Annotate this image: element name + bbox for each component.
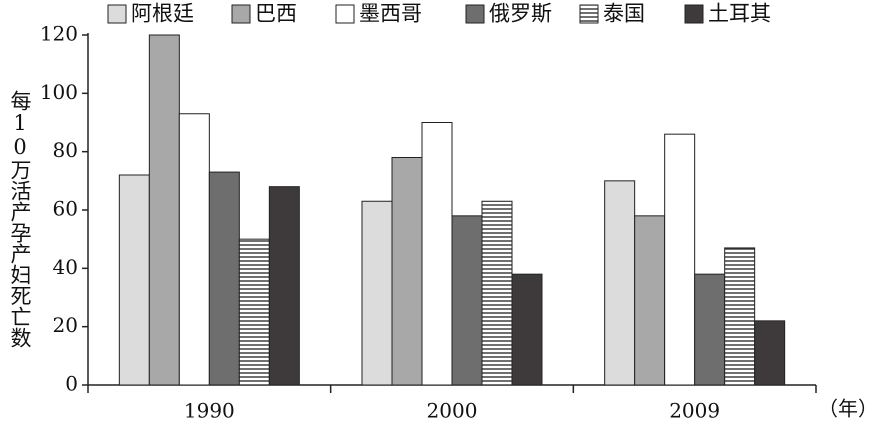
bar <box>481 200 513 386</box>
legend-swatch <box>335 4 355 24</box>
x-tick-label: 1990 <box>184 399 235 423</box>
bar <box>361 200 393 386</box>
bar <box>604 180 636 386</box>
legend-label: 墨西哥 <box>359 2 422 26</box>
legend-label: 俄罗斯 <box>489 2 552 26</box>
bar <box>664 133 696 386</box>
bar <box>178 113 210 386</box>
legend-label: 土耳其 <box>708 2 771 26</box>
bar <box>148 34 180 386</box>
y-tick-label: 80 <box>53 138 78 162</box>
y-tick-label: 60 <box>53 197 78 221</box>
bar <box>421 122 453 386</box>
bar <box>694 273 726 386</box>
bar <box>634 215 666 386</box>
legend-swatch <box>107 4 127 24</box>
bar <box>451 215 483 386</box>
bar <box>118 174 150 386</box>
x-tick-label: 2009 <box>669 399 720 423</box>
x-axis-title: （年） <box>818 397 871 421</box>
legend-swatch <box>684 4 704 24</box>
x-tick-label: 2000 <box>427 399 478 423</box>
bar <box>208 171 240 386</box>
y-tick-label: 40 <box>53 255 78 279</box>
bar <box>238 238 270 386</box>
bar <box>754 320 786 386</box>
legend-swatch <box>231 4 251 24</box>
y-axis-title: 每10万活产孕产妇死亡数 <box>8 90 32 348</box>
bar <box>724 247 756 386</box>
y-tick-label: 120 <box>40 22 78 46</box>
legend-label: 巴西 <box>255 2 297 26</box>
legend-swatch <box>579 4 599 24</box>
y-tick-label: 20 <box>53 313 78 337</box>
bar <box>268 186 300 386</box>
y-tick-label: 100 <box>40 80 78 104</box>
bar <box>391 157 423 386</box>
legend-label: 阿根廷 <box>131 2 194 26</box>
legend-swatch <box>465 4 485 24</box>
bar <box>511 273 543 386</box>
legend-label: 泰国 <box>603 2 645 26</box>
y-tick-label: 0 <box>65 372 78 396</box>
